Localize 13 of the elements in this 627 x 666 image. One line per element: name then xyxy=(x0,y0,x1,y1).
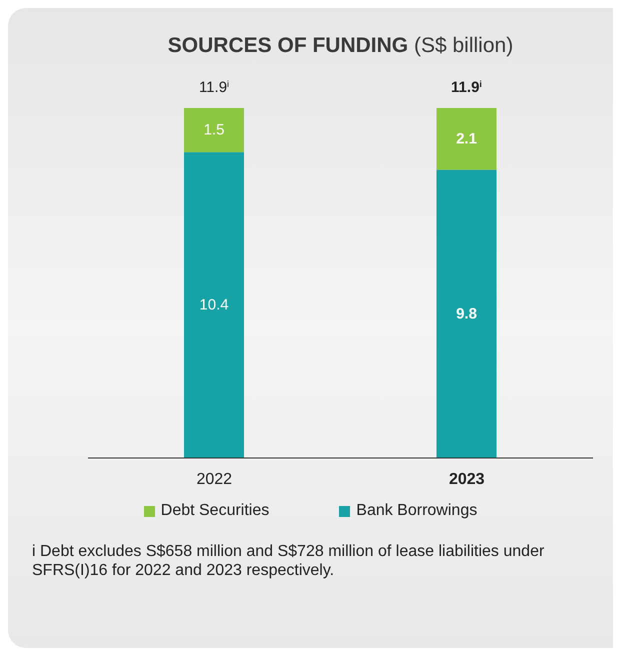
legend-label: Debt Securities xyxy=(160,502,270,520)
legend-label: Bank Borrowings xyxy=(356,502,478,520)
chart-title: SOURCES OF FUNDING xyxy=(168,34,408,57)
data-label: 9.8 xyxy=(456,305,477,322)
total-label: 11.9$^{i}$ xyxy=(451,79,482,96)
data-label: 10.4 xyxy=(199,296,229,314)
data-label: 2.1 xyxy=(456,130,477,148)
text: i Debt excludes S$658 million and S$728 million of lease liabilities under SFRS(I)16 for 2022 and 2023 respectively. xyxy=(32,542,546,580)
x-tick-label: 2023 xyxy=(448,471,485,488)
x-tick-label: 2022 xyxy=(196,471,232,488)
total-label: 11.9$^{i}$ xyxy=(198,79,230,96)
chart-subtitle: (S$ billion) xyxy=(414,34,514,57)
data-label: 1.5 xyxy=(204,122,224,139)
